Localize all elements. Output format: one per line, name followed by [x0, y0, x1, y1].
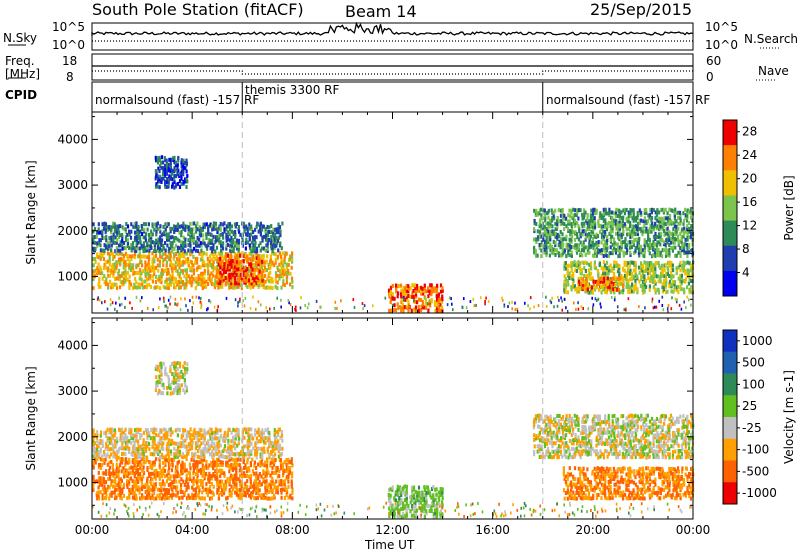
- power-panel-ytick-label-4: 4000: [57, 132, 88, 146]
- velocity-panel-colorbar-label-4: 25: [742, 399, 757, 413]
- velocity-panel-colorbar-swatch-2: [723, 351, 737, 374]
- x-tick-label-5: 16:00: [475, 523, 510, 537]
- power-panel-ylabel: Slant Range [km]: [24, 160, 38, 264]
- power-panel-colorbar-label-3: 12: [742, 219, 757, 233]
- nsky-tick-low: 10^0: [52, 38, 85, 52]
- velocity-panel-colorbar-label-7: -500: [742, 464, 769, 478]
- x-tick-label-2: 04:00: [175, 523, 210, 537]
- power-panel-colorbar-title: Power [dB]: [782, 175, 796, 240]
- x-tick-label-7: 00:00: [676, 523, 711, 537]
- velocity-panel-colorbar-swatch-8: [723, 482, 737, 505]
- velocity-panel-colorbar-swatch-3: [723, 373, 737, 396]
- velocity-panel-colorbar-title: Velocity [m s-1]: [782, 370, 796, 464]
- velocity-panel-echo-region-3: [154, 361, 189, 396]
- cpid-segment-1: normalsound (fast) -157 RF: [95, 93, 260, 107]
- velocity-panel-colorbar-label-2: 500: [742, 356, 765, 370]
- velocity-panel-ytick-label-1: 1000: [57, 475, 88, 489]
- nsearch-tick-low: 10^0: [705, 38, 738, 52]
- freq-label-line2: [MHz]: [5, 67, 41, 81]
- velocity-panel-echo-region-6: [562, 466, 695, 501]
- cpid-segment-3: normalsound (fast) -157 RF: [546, 93, 711, 107]
- nsearch-tick-high: 10^5: [705, 20, 738, 34]
- power-panel-colorbar-label-1: 4: [742, 266, 750, 280]
- plot-title: South Pole Station (fitACF): [92, 0, 304, 19]
- power-panel-ytick-label-2: 2000: [57, 224, 88, 238]
- freq-tick-high: 18: [62, 54, 78, 68]
- velocity-panel-colorbar-label-1: 1000: [742, 334, 773, 348]
- velocity-panel-colorbar-swatch-1: [723, 330, 737, 353]
- power-panel-colorbar-label-6: 24: [742, 148, 757, 162]
- velocity-panel-echo-region-4: [387, 484, 444, 519]
- nsearch-label: N.Search: [744, 32, 799, 46]
- nave-tick-low: 0: [706, 70, 714, 84]
- power-panel-colorbar-label-5: 20: [742, 172, 757, 186]
- power-panel-echo-region-2: [92, 221, 284, 254]
- x-tick-label-6: 20:00: [576, 523, 611, 537]
- x-tick-label-4: 12:00: [375, 523, 410, 537]
- velocity-panel-colorbar-label-5: -25: [742, 421, 762, 435]
- cpid-label: CPID: [5, 88, 38, 102]
- power-panel-echo-region-1: [92, 251, 294, 291]
- power-panel-colorbar-label-7: 28: [742, 125, 757, 139]
- power-panel-echo-region-6: [532, 207, 695, 259]
- freq-panel: [91, 53, 694, 81]
- velocity-panel-colorbar-label-6: -100: [742, 443, 769, 457]
- x-axis-label: Time UT: [365, 538, 415, 552]
- freq-tick-low: 8: [66, 70, 74, 84]
- power-panel-colorbar-swatch-6: [723, 245, 737, 272]
- power-panel-echo-region-3: [154, 155, 189, 190]
- velocity-panel-colorbar-swatch-6: [723, 438, 737, 461]
- power-panel-colorbar-label-2: 8: [742, 242, 750, 256]
- velocity-panel-colorbar-swatch-7: [723, 460, 737, 483]
- nave-trace: [92, 70, 693, 75]
- nave-tick-high: 60: [706, 54, 722, 68]
- velocity-panel-ytick-label-3: 3000: [57, 384, 88, 398]
- nsky-trace: [91, 21, 694, 36]
- velocity-panel-data: [92, 361, 695, 519]
- velocity-panel-colorbar-label-8: -1000: [742, 486, 777, 500]
- x-tick-label-1: 00:00: [75, 523, 110, 537]
- power-panel-echo-region-8: [577, 276, 625, 293]
- velocity-panel-colorbar-frame: [722, 329, 738, 505]
- beam-label: Beam 14: [345, 2, 417, 21]
- power-panel-near-range-speckle: [96, 295, 692, 312]
- power-panel-colorbar-label-4: 16: [742, 195, 757, 209]
- velocity-panel-echo-region-2: [92, 427, 284, 460]
- power-panel-colorbar-swatch-4: [723, 195, 737, 222]
- nsky-label: N.Sky: [3, 31, 38, 45]
- velocity-panel-echo-region-1: [92, 457, 294, 501]
- power-panel-colorbar-swatch-3: [723, 170, 737, 196]
- nave-label: Nave: [758, 64, 789, 78]
- power-panel-data: [92, 155, 695, 313]
- velocity-panel-ylabel: Slant Range [km]: [24, 366, 38, 470]
- x-tick-label-3: 08:00: [275, 523, 310, 537]
- nsky-tick-high: 10^5: [52, 20, 85, 34]
- velocity-panel-ytick-label-4: 4000: [57, 338, 88, 352]
- cpid-segment-2: themis 3300 RF: [245, 83, 340, 97]
- power-panel-colorbar-frame: [722, 119, 738, 297]
- freq-label-line1: Freq.: [5, 54, 35, 68]
- velocity-panel-ytick-label-2: 2000: [57, 430, 88, 444]
- power-panel-ytick-label-3: 3000: [57, 178, 88, 192]
- velocity-panel-echo-region-5: [532, 413, 695, 460]
- power-panel-ytick-label-1: 1000: [57, 269, 88, 283]
- power-panel-echo-region-5: [387, 283, 444, 313]
- velocity-panel-colorbar-label-3: 100: [742, 377, 765, 391]
- power-panel-colorbar-swatch-5: [723, 220, 737, 247]
- date-label: 25/Sep/2015: [590, 0, 693, 19]
- nsky-panel: [91, 22, 694, 51]
- power-panel-colorbar-swatch-1: [723, 120, 737, 146]
- power-panel-colorbar-swatch-2: [723, 145, 737, 171]
- power-panel-colorbar-swatch-7: [723, 270, 737, 297]
- velocity-panel-colorbar-swatch-5: [723, 417, 737, 440]
- power-panel-echo-region-4: [217, 253, 264, 286]
- velocity-panel-colorbar-swatch-4: [723, 395, 737, 418]
